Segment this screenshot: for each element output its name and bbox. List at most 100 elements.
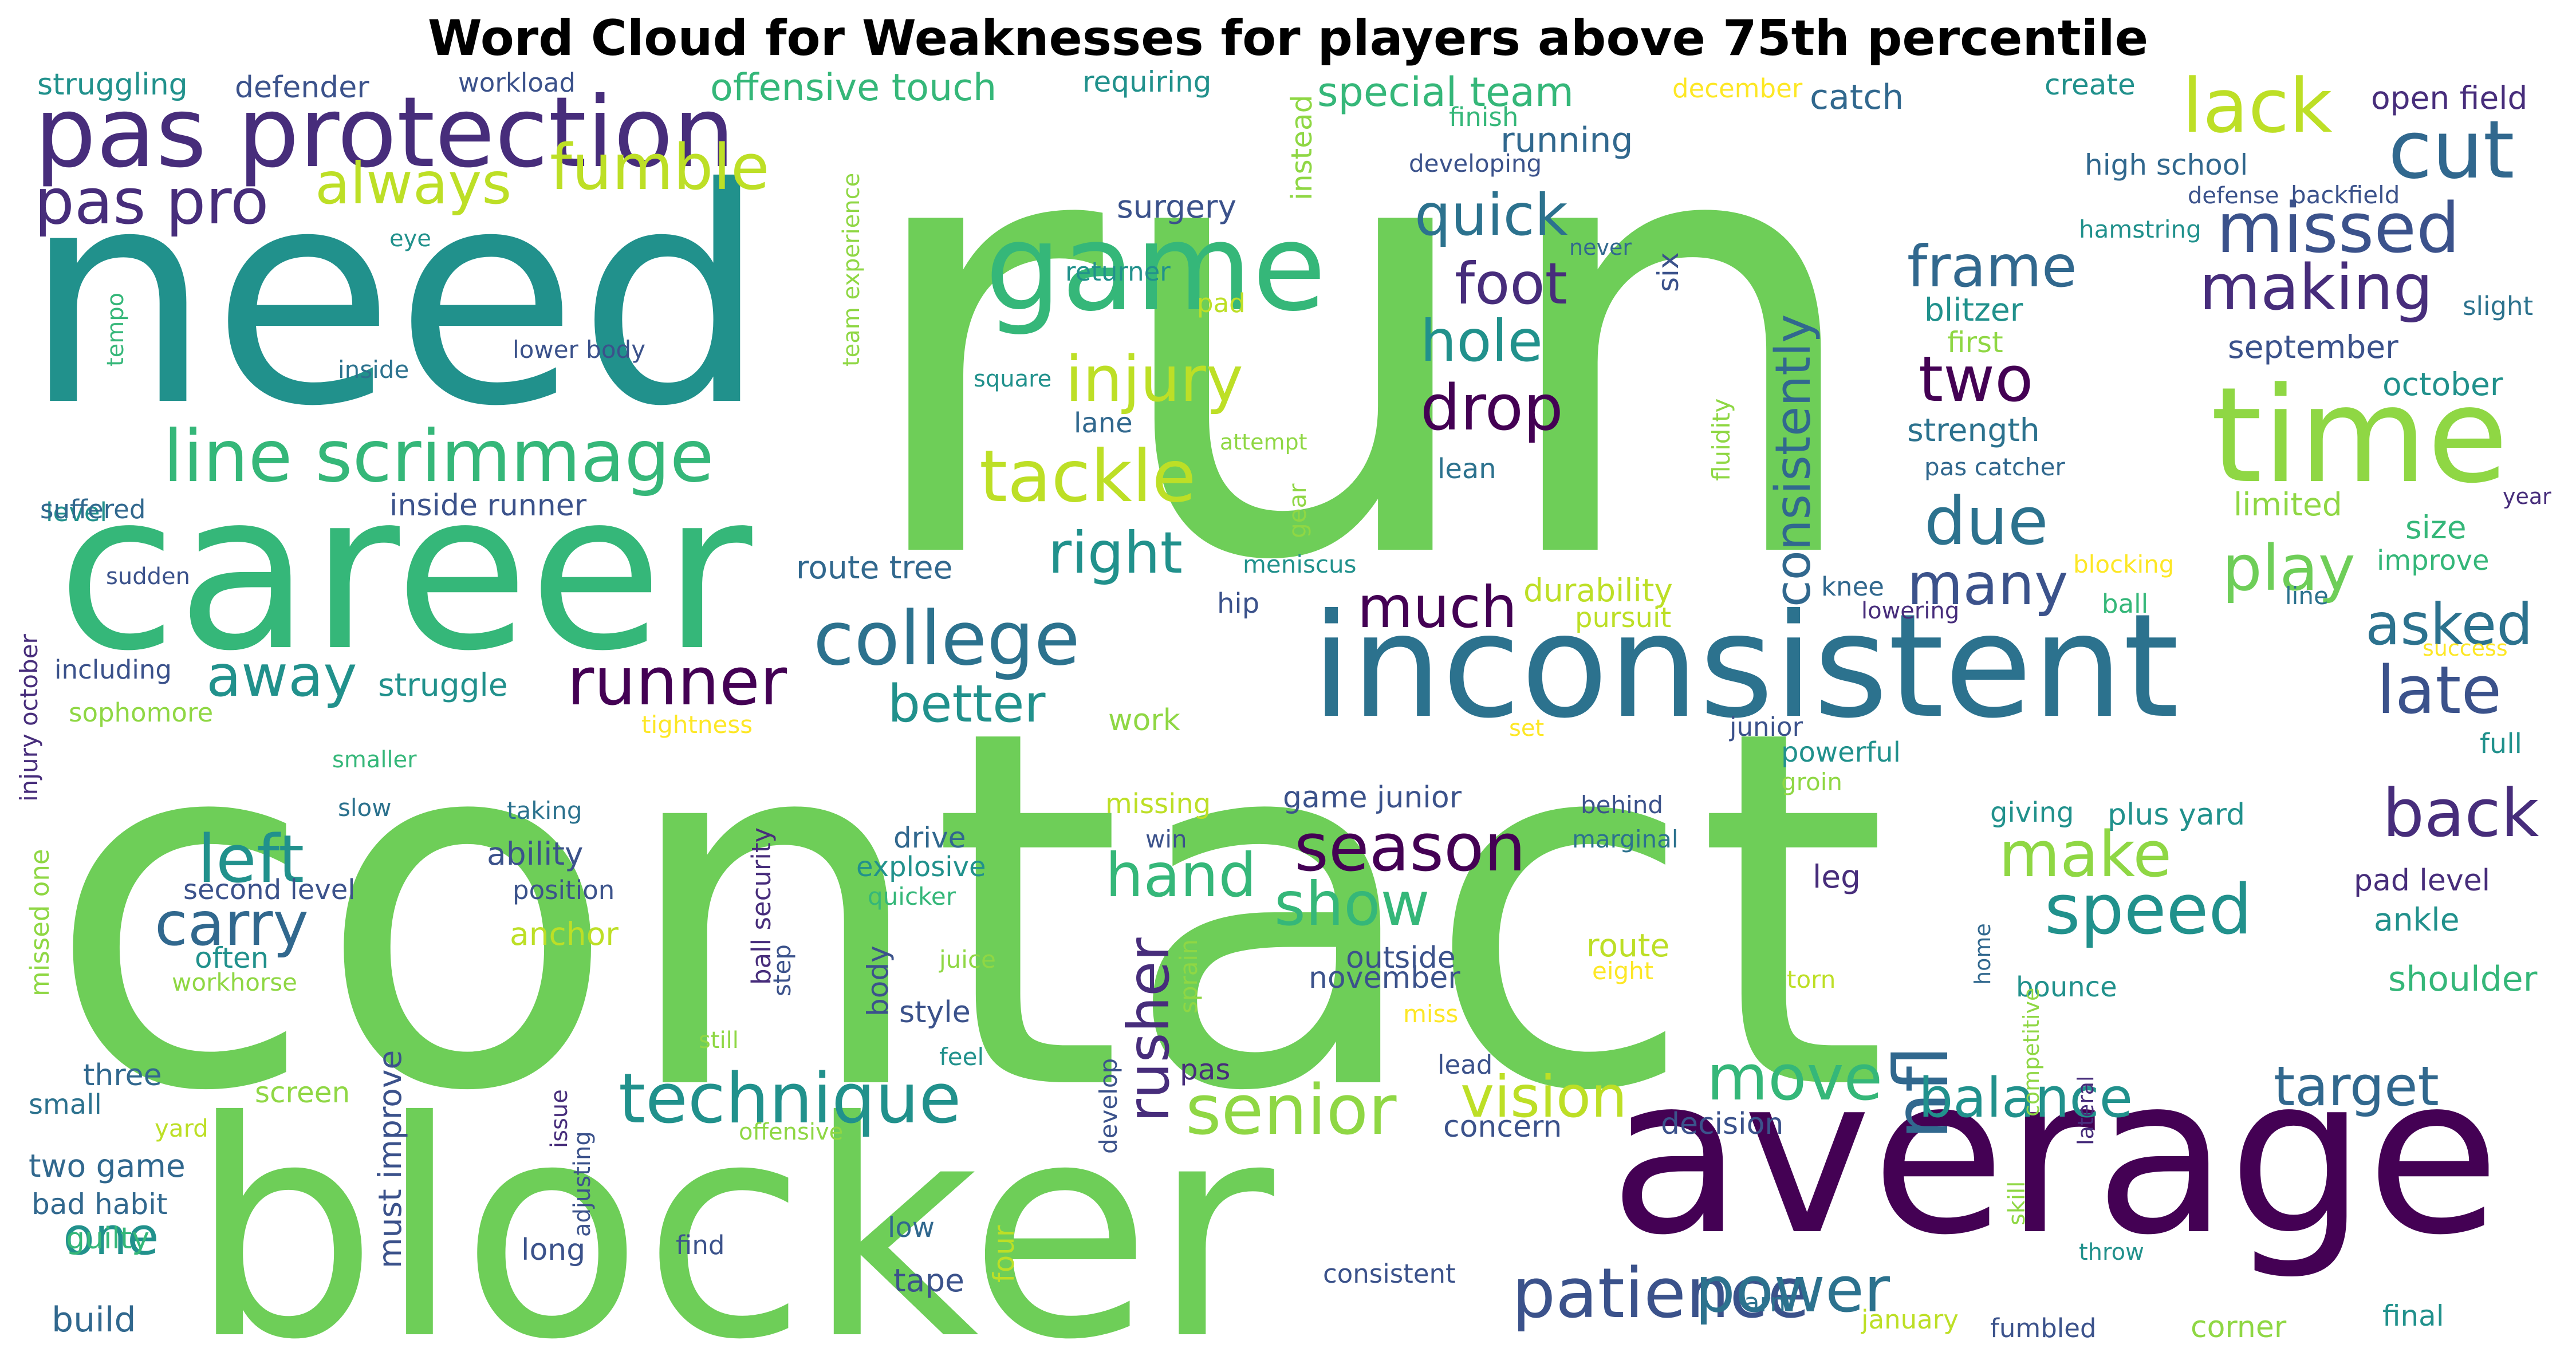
word-pas-protection: pas protection (34, 76, 735, 190)
word-offensive-touch: offensive touch (710, 66, 996, 109)
word-durability: durability (1523, 572, 1673, 609)
word-tempo: tempo (103, 293, 129, 366)
word-body: body (861, 945, 895, 1016)
word-developing: developing (1409, 149, 1542, 178)
word-screen: screen (255, 1076, 350, 1109)
word-september: september (2228, 329, 2398, 365)
word-backfield: backfield (2291, 181, 2400, 209)
word-home: home (1970, 923, 1995, 985)
word-december: december (1672, 73, 1803, 104)
word-bounce: bounce (2016, 971, 2117, 1003)
word-still: still (699, 1027, 739, 1054)
word-technique: technique (619, 1059, 961, 1139)
word-consistent: consistent (1323, 1259, 1456, 1289)
word-hamstring: hamstring (2079, 215, 2201, 243)
word-step: step (768, 944, 796, 996)
word-injury-october: injury october (15, 633, 43, 802)
word-including: including (54, 655, 172, 685)
figure-title: Word Cloud for Weaknesses for players ab… (427, 10, 2149, 67)
word-offensive: offensive (739, 1119, 843, 1145)
word-balance: balance (1919, 1067, 2133, 1130)
word-time: time (2211, 360, 2508, 513)
word-tape: tape (893, 1262, 964, 1299)
word-first: first (1947, 326, 2003, 359)
word-ankle: ankle (2374, 901, 2460, 938)
word-sophomore: sophomore (69, 697, 213, 728)
word-six: six (1652, 252, 1685, 292)
word-groin: groin (1781, 768, 1842, 796)
word-hand: hand (1105, 841, 1257, 910)
word-route: route (1586, 927, 1669, 964)
word-need: need (23, 124, 767, 471)
word-sudden: sudden (106, 563, 190, 590)
word-route-tree: route tree (796, 549, 952, 586)
word-tightness: tightness (641, 711, 753, 739)
word-level: level (46, 497, 107, 527)
word-pad-level: pad level (2354, 864, 2490, 898)
word-work: work (1108, 703, 1180, 738)
word-feel: feel (939, 1043, 984, 1071)
word-year: year (2503, 484, 2551, 509)
word-back: back (2382, 775, 2539, 852)
word-instead: instead (1285, 95, 1318, 200)
word-ball: ball (2102, 589, 2148, 619)
word-finish: finish (1449, 102, 1518, 132)
word-hole: hole (1420, 308, 1543, 375)
word-team-experience: team experience (838, 173, 865, 366)
word-better: better (888, 674, 1045, 734)
word-nfl: nfl (1878, 1046, 1965, 1140)
word-throw: throw (2079, 1239, 2144, 1266)
word-eight: eight (1592, 957, 1653, 985)
word-open-field: open field (2371, 80, 2527, 116)
word-lack: lack (2182, 62, 2333, 149)
word-arm: arm (1744, 1287, 1795, 1318)
word-issue: issue (546, 1089, 573, 1148)
word-square: square (974, 366, 1051, 392)
word-tackle: tackle (979, 435, 1196, 518)
word-cut: cut (2388, 104, 2515, 197)
word-defense: defense (2188, 183, 2279, 209)
word-juice: juice (939, 945, 996, 973)
word-win: win (1145, 825, 1187, 853)
word-long: long (521, 1233, 585, 1267)
word-move: move (1707, 1041, 1882, 1114)
word-drop: drop (1420, 371, 1563, 444)
word-low: low (888, 1212, 935, 1244)
word-foot: foot (1455, 250, 1567, 317)
word-one: one (63, 1207, 159, 1267)
word-season: season (1294, 810, 1526, 886)
word-line-scrimmage: line scrimmage (163, 415, 714, 498)
word-pas-catcher: pas catcher (1924, 453, 2065, 481)
word-junior: junior (1729, 712, 1803, 742)
word-lean: lean (1437, 453, 1496, 485)
word-speed: speed (2045, 870, 2252, 950)
word-lead: lead (1437, 1050, 1492, 1080)
word-marginal: marginal (1572, 825, 1679, 853)
word-never: never (1569, 235, 1632, 260)
word-final: final (2382, 1299, 2444, 1333)
word-behind: behind (1581, 791, 1663, 819)
word-run: run (853, 0, 1872, 693)
word-decision: decision (1661, 1107, 1783, 1141)
word-missed-one: missed one (25, 849, 55, 996)
word-ability: ability (487, 835, 584, 872)
word-inside: inside (338, 356, 409, 384)
word-lowering: lowering (1861, 598, 1959, 624)
word-rusher: rusher (1115, 937, 1182, 1122)
word-position: position (513, 875, 615, 905)
word-high-school: high school (2085, 148, 2248, 182)
word-suffered: suffered (40, 494, 145, 525)
word-college: college (813, 595, 1080, 682)
word-november: november (1309, 961, 1460, 995)
word-find: find (676, 1230, 724, 1260)
word-lateral: lateral (2073, 1075, 2098, 1145)
word-two: two (1919, 342, 2033, 416)
word-blocker: blocker (189, 1058, 1277, 1356)
word-ball-security: ball security (746, 827, 777, 985)
word-defender: defender (235, 70, 369, 105)
word-size: size (2405, 509, 2467, 546)
word-three: three (83, 1058, 162, 1093)
word-requiring: requiring (1082, 65, 1211, 98)
word-game-junior: game junior (1283, 781, 1462, 815)
